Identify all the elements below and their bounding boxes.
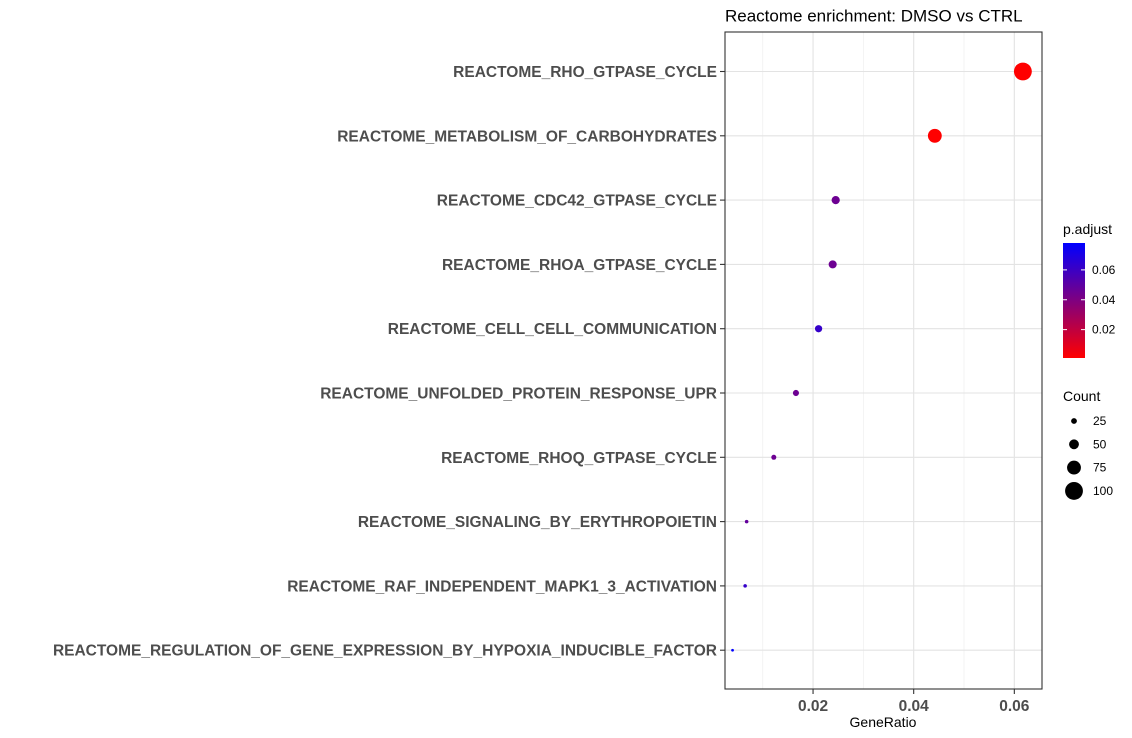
- x-tick-label: 0.06: [999, 698, 1030, 715]
- category-label: REACTOME_REGULATION_OF_GENE_EXPRESSION_B…: [53, 643, 717, 660]
- size-legend-key: [1067, 460, 1081, 475]
- data-point: [831, 195, 840, 205]
- category-label: REACTOME_SIGNALING_BY_ERYTHROPOIETIN: [358, 514, 717, 531]
- size-legend-label: 75: [1093, 461, 1107, 475]
- color-legend-colorbar: [1063, 243, 1085, 358]
- category-labels: REACTOME_RHO_GTPASE_CYCLE REACTOME_METABO…: [53, 64, 725, 660]
- category-label: REACTOME_METABOLISM_OF_CARBOHYDRATES: [337, 128, 717, 145]
- color-legend-label: 0.02: [1092, 323, 1116, 337]
- data-point: [743, 584, 747, 588]
- category-label: REACTOME_RHOA_GTPASE_CYCLE: [442, 257, 717, 274]
- data-point: [792, 389, 800, 397]
- data-point: [731, 648, 734, 652]
- category-label: REACTOME_RHO_GTPASE_CYCLE: [453, 64, 717, 81]
- category-label: REACTOME_RAF_INDEPENDENT_MAPK1_3_ACTIVAT…: [287, 578, 717, 595]
- color-legend: p.adjust 0.06 0.04 0.02: [1063, 221, 1116, 358]
- category-label: REACTOME_RHOQ_GTPASE_CYCLE: [441, 450, 717, 467]
- size-legend-label: 50: [1093, 437, 1107, 451]
- chart-title: Reactome enrichment: DMSO vs CTRL: [725, 7, 1023, 26]
- size-legend-label: 100: [1093, 484, 1113, 498]
- category-label: REACTOME_CDC42_GTPASE_CYCLE: [437, 193, 717, 210]
- color-legend-label: 0.06: [1092, 263, 1116, 277]
- grid-lines: [725, 32, 1042, 689]
- size-legend-key: [1069, 439, 1079, 450]
- color-legend-label: 0.04: [1092, 293, 1116, 307]
- data-point: [771, 454, 777, 460]
- color-legend-title: p.adjust: [1063, 221, 1112, 237]
- data-points: [731, 62, 1032, 652]
- x-tick-label: 0.04: [899, 698, 930, 715]
- size-legend-label: 25: [1093, 414, 1107, 428]
- size-legend-key: [1071, 418, 1077, 424]
- data-point: [927, 128, 942, 143]
- x-tick-label: 0.02: [798, 698, 828, 715]
- category-label: REACTOME_UNFOLDED_PROTEIN_RESPONSE_UPR: [320, 386, 717, 403]
- x-axis: 0.02 0.04 0.06: [798, 689, 1030, 715]
- plot-panel-border: [724, 31, 1043, 690]
- data-point: [828, 260, 837, 269]
- x-axis-title: GeneRatio: [850, 714, 917, 730]
- category-label: REACTOME_CELL_CELL_COMMUNICATION: [388, 321, 717, 338]
- data-point: [1013, 62, 1032, 81]
- data-point: [814, 325, 823, 333]
- size-legend-key: [1065, 481, 1083, 500]
- data-point: [744, 519, 749, 524]
- size-legend: Count 25 50 75 100: [1063, 388, 1113, 500]
- size-legend-title: Count: [1063, 388, 1100, 404]
